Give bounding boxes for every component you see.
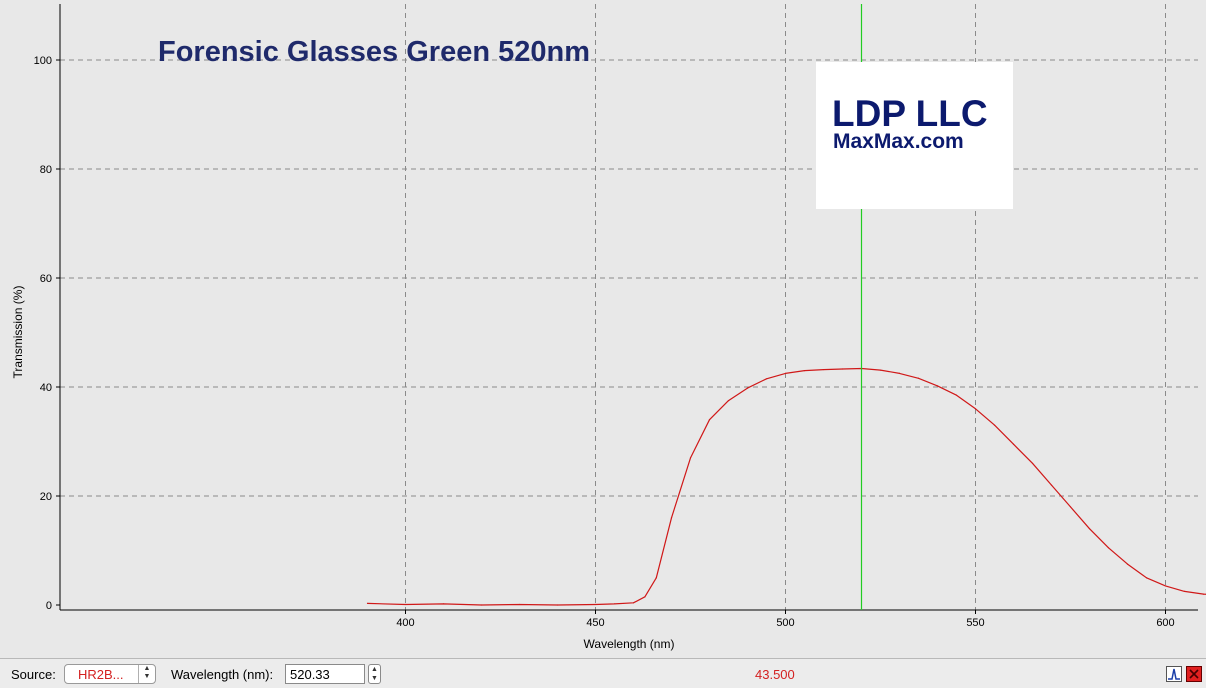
- source-label: Source:: [11, 667, 56, 682]
- close-icon: [1189, 669, 1199, 679]
- data-point: [632, 602, 635, 604]
- y-axis-title: Transmission (%): [11, 286, 25, 379]
- chart-background: [0, 0, 1206, 658]
- x-tick-label-450: 450: [586, 617, 604, 629]
- data-point: [784, 372, 787, 374]
- data-point: [955, 394, 958, 396]
- data-point: [841, 368, 844, 370]
- data-point: [518, 603, 521, 606]
- data-point: [644, 596, 646, 598]
- data-point: [689, 457, 692, 459]
- data-point: [898, 372, 901, 374]
- data-point: [974, 408, 977, 410]
- data-point: [917, 377, 920, 379]
- data-point: [708, 419, 711, 421]
- y-tick-label-40: 40: [40, 382, 52, 394]
- wavelength-input[interactable]: [285, 664, 365, 684]
- y-tick-label-100: 100: [34, 55, 52, 67]
- data-point: [1202, 593, 1205, 595]
- source-select-value: HR2B...: [78, 667, 124, 682]
- peak-icon: [1168, 668, 1180, 680]
- logo-website: MaxMax.com: [833, 130, 964, 153]
- data-point: [1088, 528, 1091, 530]
- data-point: [1164, 585, 1167, 587]
- data-point: [1050, 484, 1053, 486]
- x-tick-label-550: 550: [966, 617, 984, 629]
- wavelength-stepper[interactable]: ▲ ▼: [368, 664, 381, 684]
- y-tick-label-0: 0: [46, 600, 52, 612]
- y-tick-label-80: 80: [40, 164, 52, 176]
- data-point: [936, 385, 939, 387]
- logo-name: LDP LLC: [832, 93, 988, 134]
- peak-view-button[interactable]: [1166, 666, 1182, 682]
- data-point: [670, 517, 673, 519]
- data-point: [1107, 547, 1110, 549]
- data-point: [803, 370, 806, 372]
- source-select[interactable]: HR2B... ▲ ▼: [64, 664, 156, 684]
- data-point: [1183, 590, 1186, 592]
- data-point: [556, 604, 559, 606]
- data-point: [480, 604, 483, 606]
- chart-title: Forensic Glasses Green 520nm: [158, 36, 590, 68]
- x-axis-title: Wavelength (nm): [584, 637, 675, 651]
- data-point: [655, 577, 657, 579]
- data-point: [765, 378, 768, 380]
- x-tick-label-500: 500: [776, 617, 794, 629]
- data-point: [613, 603, 616, 605]
- data-point: [1126, 563, 1129, 565]
- x-tick-label-400: 400: [396, 617, 414, 629]
- status-bar: Source: HR2B... ▲▼ Wavelength (nm): ▲▼ 4…: [0, 658, 1206, 688]
- data-point: [822, 368, 825, 371]
- axes: 4004505005506006507007508008509009500204…: [34, 4, 1198, 629]
- y-tick-label-20: 20: [40, 491, 52, 503]
- chart: 4004505005506006507007508008509009500204…: [0, 0, 1206, 658]
- data-point: [1031, 462, 1034, 464]
- data-point: [404, 603, 407, 606]
- transmission-readout: 43.500: [755, 667, 795, 682]
- data-point: [366, 602, 369, 604]
- wavelength-label: Wavelength (nm):: [171, 667, 274, 682]
- data-point: [442, 603, 445, 605]
- data-point: [879, 369, 882, 371]
- data-point: [993, 424, 996, 426]
- x-tick-label-600: 600: [1156, 617, 1174, 629]
- data-point: [727, 400, 730, 402]
- close-button[interactable]: [1186, 666, 1202, 682]
- data-point: [1012, 443, 1015, 445]
- data-point: [1069, 506, 1072, 508]
- company-logo: LDP LLC MaxMax.com: [816, 62, 1013, 209]
- data-point: [746, 387, 749, 389]
- data-point: [594, 603, 597, 606]
- data-point: [1145, 577, 1148, 579]
- y-tick-label-60: 60: [40, 273, 52, 285]
- up-down-arrows-icon: ▲ ▼: [138, 665, 155, 683]
- logo-background: [816, 62, 1013, 209]
